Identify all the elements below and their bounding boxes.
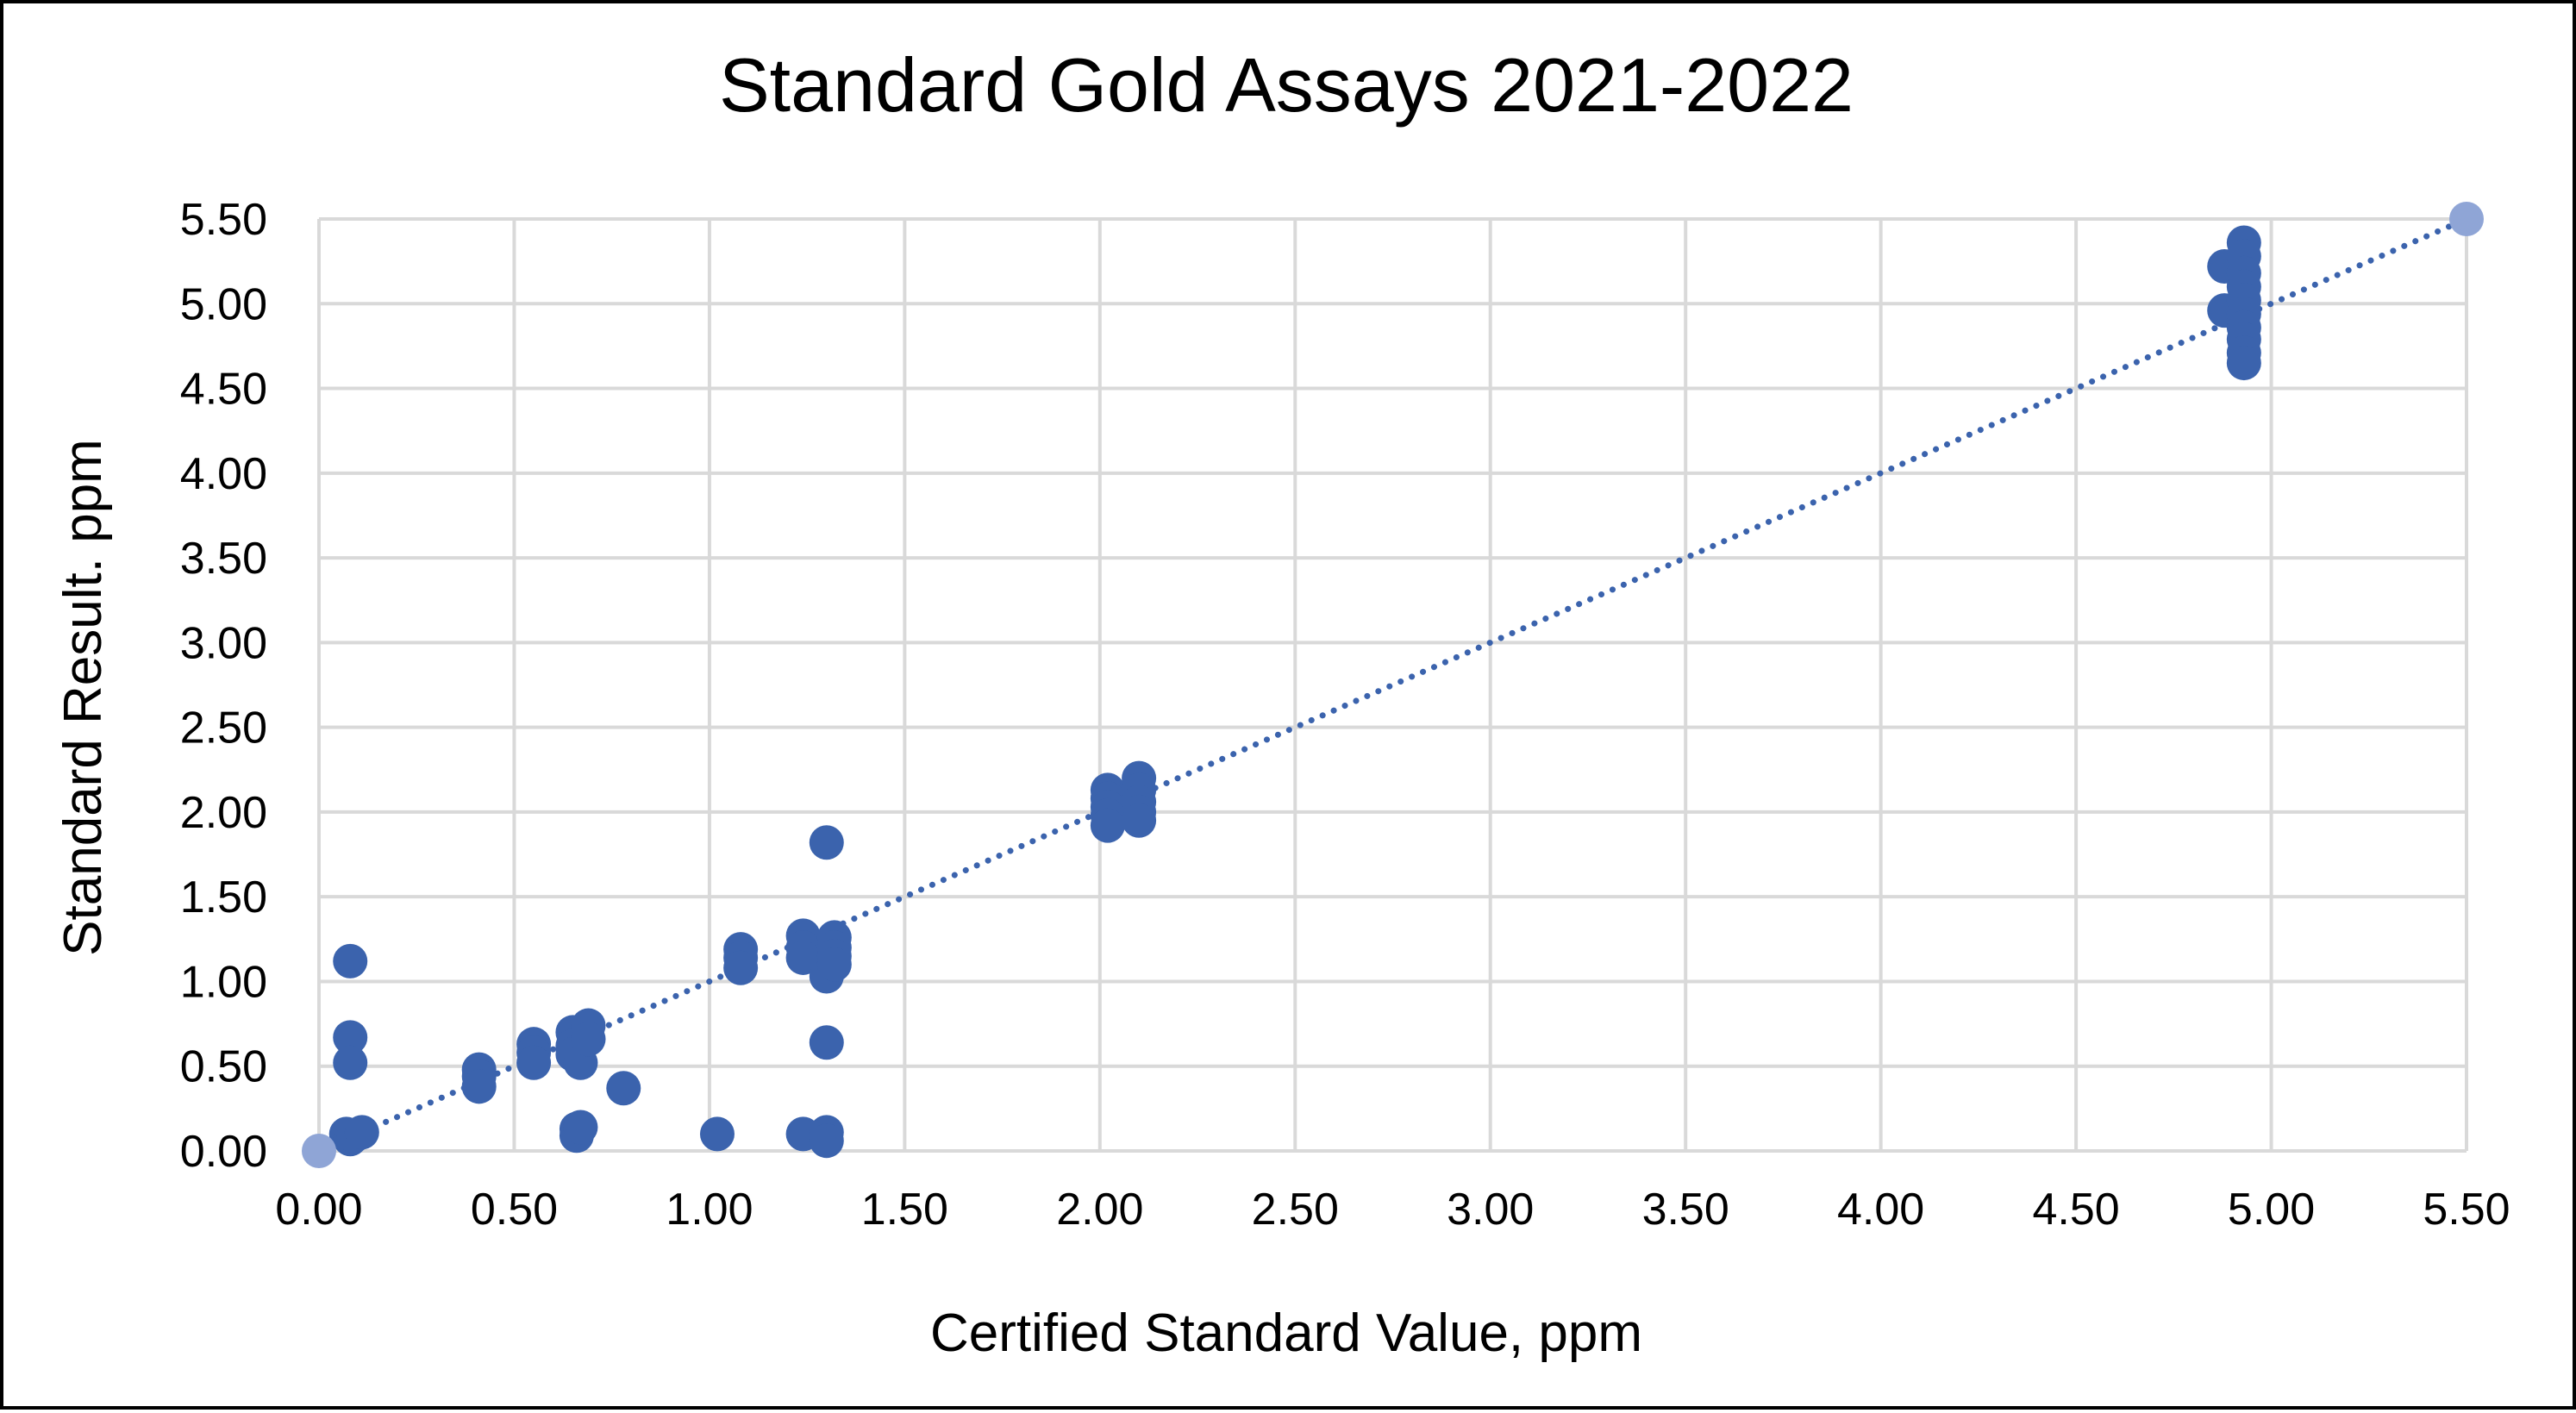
y-tick-label: 1.50 xyxy=(180,872,267,922)
data-point xyxy=(816,947,852,982)
data-point xyxy=(809,825,844,860)
scatter-chart: Standard Gold Assays 2021-2022 0.00 0.50 1… xyxy=(53,42,2510,1363)
x-axis-title: Certified Standard Value, ppm xyxy=(930,1304,1642,1363)
x-tick-label: 4.00 xyxy=(1837,1185,1924,1235)
y-tick-label: 0.00 xyxy=(180,1127,267,1177)
data-point xyxy=(723,950,759,985)
y-tick-label: 2.00 xyxy=(180,788,267,838)
data-point xyxy=(785,940,821,975)
x-tick-label: 1.00 xyxy=(666,1185,753,1235)
x-tick-label: 0.50 xyxy=(471,1185,558,1235)
data-point xyxy=(333,1045,368,1080)
x-tick-label: 3.50 xyxy=(1642,1185,1729,1235)
data-point xyxy=(333,943,368,978)
data-point xyxy=(809,1123,844,1159)
y-axis-title: Standard Result. ppm xyxy=(53,439,113,956)
x-tick-label: 5.50 xyxy=(2423,1185,2510,1235)
y-tick-label: 0.50 xyxy=(180,1042,267,1092)
data-point xyxy=(333,1020,368,1055)
y-tick-label: 3.00 xyxy=(180,618,267,668)
data-point xyxy=(699,1116,735,1152)
grid-layer xyxy=(317,217,2468,1153)
reference-point xyxy=(302,1134,336,1168)
y-tick-label: 4.50 xyxy=(180,365,267,415)
trendline xyxy=(316,216,2470,1154)
y-tick-label: 4.00 xyxy=(180,449,267,499)
chart-title: Standard Gold Assays 2021-2022 xyxy=(719,42,1854,128)
trendline-layer xyxy=(316,216,2470,1154)
y-tick-labels: 0.00 0.50 1.00 1.50 2.00 2.50 3.00 3.50 4.00 4.50… xyxy=(180,195,267,1177)
data-point xyxy=(563,1110,598,1145)
data-point xyxy=(571,1022,606,1057)
data-point xyxy=(809,1025,844,1060)
data-point xyxy=(606,1071,641,1106)
y-tick-label: 3.50 xyxy=(180,534,267,584)
y-tick-label: 2.50 xyxy=(180,703,267,753)
x-tick-label: 2.50 xyxy=(1252,1185,1339,1235)
y-tick-label: 1.00 xyxy=(180,957,267,1007)
y-tick-label: 5.50 xyxy=(180,195,267,245)
points-layer xyxy=(302,202,2484,1168)
data-point xyxy=(344,1115,379,1150)
data-point xyxy=(516,1045,552,1080)
data-point xyxy=(461,1069,497,1104)
data-point xyxy=(1122,803,1157,838)
x-tick-label: 3.00 xyxy=(1447,1185,1534,1235)
data-point xyxy=(1090,808,1125,843)
x-tick-labels: 0.00 0.50 1.00 1.50 2.00 2.50 3.00 3.50 4.00 4.50… xyxy=(275,1185,2510,1235)
x-tick-label: 5.00 xyxy=(2228,1185,2315,1235)
x-tick-label: 1.50 xyxy=(861,1185,948,1235)
y-tick-label: 5.00 xyxy=(180,279,267,329)
x-tick-label: 2.00 xyxy=(1056,1185,1143,1235)
reference-point xyxy=(2449,202,2484,236)
x-tick-label: 0.00 xyxy=(275,1185,362,1235)
x-tick-label: 4.50 xyxy=(2032,1185,2119,1235)
data-point xyxy=(2226,346,2261,381)
